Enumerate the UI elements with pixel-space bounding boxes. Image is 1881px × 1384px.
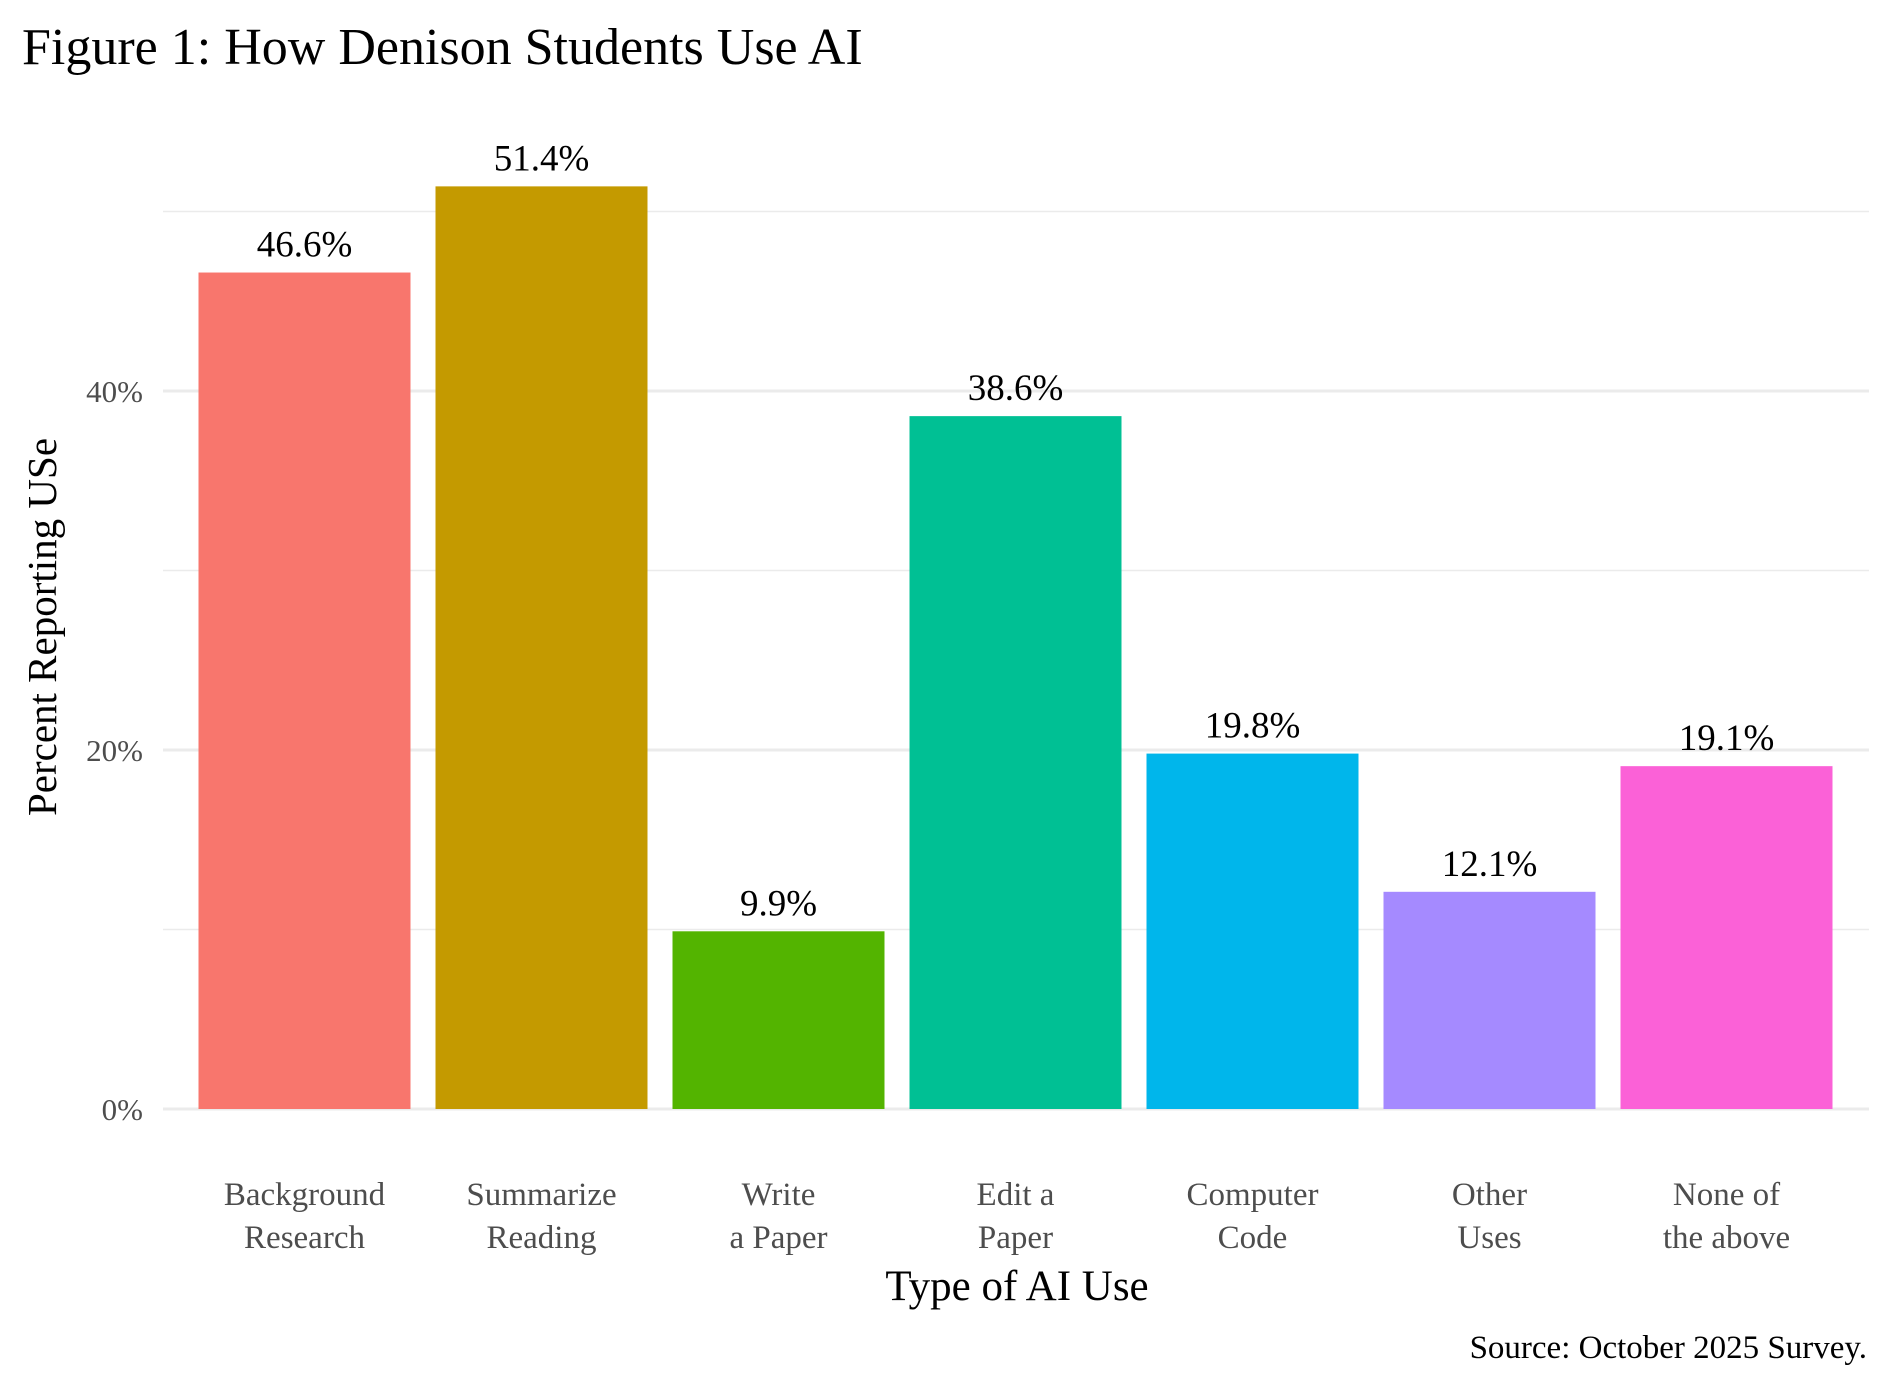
bar (198, 272, 411, 1109)
bar-value-label: 38.6% (968, 368, 1064, 409)
x-tick-label: Write a Paper (729, 1177, 827, 1256)
x-tick-label: None of the above (1663, 1177, 1790, 1256)
x-tick-label: Background Research (224, 1177, 386, 1256)
y-axis-ticks: 0% 20% 40% (86, 374, 143, 1127)
x-tick-label: Edit a Paper (977, 1177, 1055, 1256)
y-tick-label: 0% (102, 1092, 143, 1127)
bar-value-label: 51.4% (494, 138, 590, 179)
bar (435, 186, 648, 1109)
bar-value-label: 19.1% (1679, 718, 1775, 759)
x-axis-ticks: Background Research Summarize Reading Write a… (224, 1177, 1790, 1256)
x-tick-label-line: Edit a (977, 1177, 1055, 1213)
chart-title: Figure 1: How Denison Students Use AI (22, 19, 863, 76)
x-tick-label-line: Uses (1457, 1220, 1521, 1256)
bar-value-label: 19.8% (1205, 706, 1301, 747)
bar (1146, 753, 1359, 1109)
bar (1383, 891, 1596, 1109)
x-tick-label-line: the above (1663, 1220, 1790, 1256)
x-tick-label-line: Paper (978, 1220, 1053, 1256)
x-tick-label: Computer Code (1187, 1177, 1319, 1256)
bar-value-label: 12.1% (1442, 844, 1538, 885)
bar (909, 416, 1122, 1109)
x-tick-label-line: Code (1218, 1220, 1288, 1256)
bar-value-label: 46.6% (257, 225, 353, 266)
x-tick-label-line: Other (1452, 1177, 1527, 1213)
x-tick-label-line: Write (742, 1177, 816, 1213)
x-tick-label-line: Computer (1187, 1177, 1319, 1213)
source-caption: Source: October 2025 Survey. (1470, 1330, 1867, 1366)
x-tick-label-line: Background (224, 1177, 386, 1213)
x-tick-label: Summarize Reading (466, 1177, 616, 1256)
x-tick-label-line: Reading (487, 1220, 597, 1256)
bar (1620, 766, 1833, 1109)
x-tick-label: Other Uses (1452, 1177, 1527, 1256)
x-tick-label-line: a Paper (729, 1220, 827, 1256)
x-tick-label-line: None of (1673, 1177, 1780, 1213)
y-tick-label: 40% (86, 374, 143, 409)
x-tick-label-line: Research (244, 1220, 365, 1256)
bars: 46.6% 51.4% 9.9% 38.6% 19.8% 12.1% 19.1% (198, 138, 1833, 1109)
y-tick-label: 20% (86, 733, 143, 768)
x-tick-label-line: Summarize (466, 1177, 616, 1213)
x-axis-title: Type of AI Use (885, 1263, 1148, 1310)
y-axis-title: Percent Reporting USe (19, 438, 65, 816)
bar-value-label: 9.9% (740, 883, 817, 924)
bar (672, 931, 885, 1109)
